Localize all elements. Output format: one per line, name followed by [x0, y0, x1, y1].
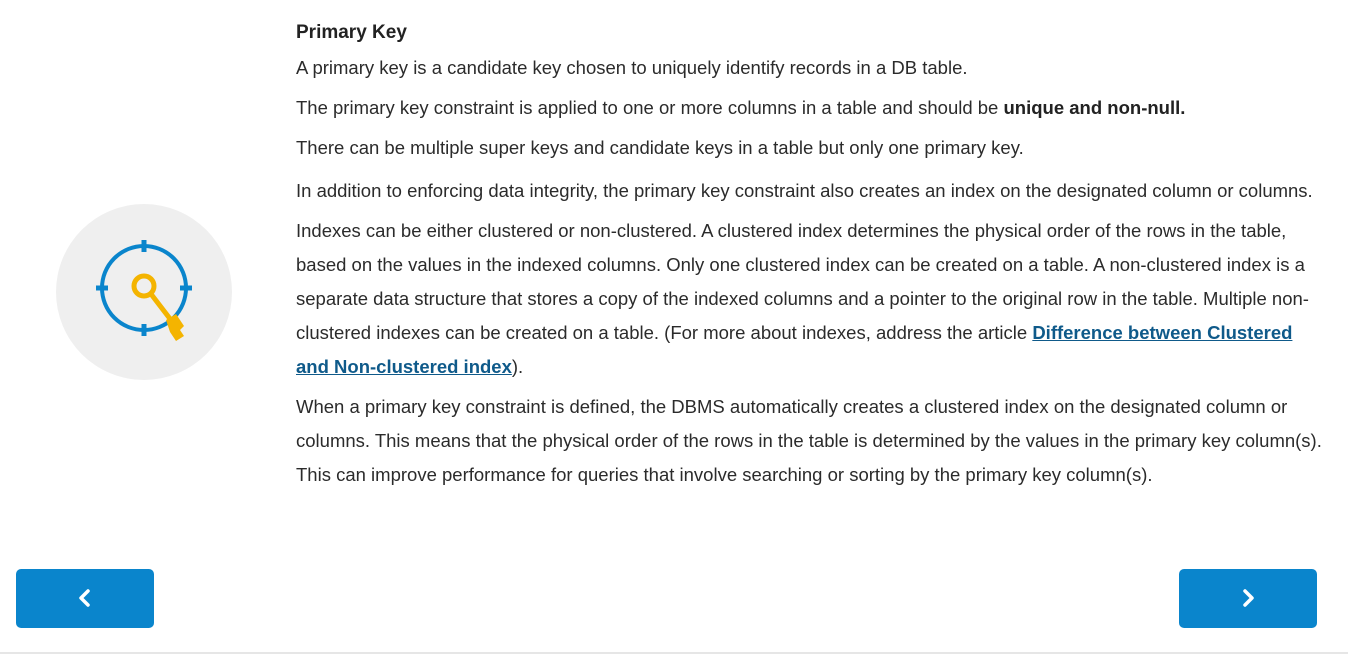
- paragraph-clustered-default: When a primary key constraint is defined…: [296, 396, 1322, 485]
- paragraph-definition: A primary key is a candidate key chosen …: [296, 57, 968, 78]
- paragraph-index-types-text: Indexes can be either clustered or non-c…: [296, 220, 1309, 343]
- chevron-left-icon: [79, 589, 90, 607]
- primary-key-article: Primary Key A primary key is a candidate…: [296, 18, 1326, 498]
- target-key-icon: [96, 240, 192, 341]
- primary-key-illustration: [56, 204, 232, 380]
- clustered-index-article-link[interactable]: Difference between Clustered and Non-clu…: [296, 322, 1293, 377]
- paragraph-constraint: The primary key constraint is applied to…: [296, 94, 1326, 122]
- chevron-right-icon: [1243, 589, 1254, 607]
- paragraph-index-types-end: ).: [511, 356, 524, 377]
- section-heading: Primary Key: [296, 22, 407, 43]
- paragraph-index-types: Indexes can be either clustered or non-c…: [296, 214, 1326, 384]
- bottom-divider: [0, 652, 1348, 654]
- previous-button[interactable]: [16, 569, 154, 628]
- paragraph-constraint-text: The primary key constraint is applied to…: [296, 97, 1004, 118]
- next-button[interactable]: [1179, 569, 1317, 628]
- unique-non-null-emphasis: unique and non-null.: [1003, 97, 1186, 118]
- paragraph-index-creation: In addition to enforcing data integrity,…: [296, 180, 1313, 201]
- paragraph-multiple-keys: There can be multiple super keys and can…: [296, 137, 1024, 158]
